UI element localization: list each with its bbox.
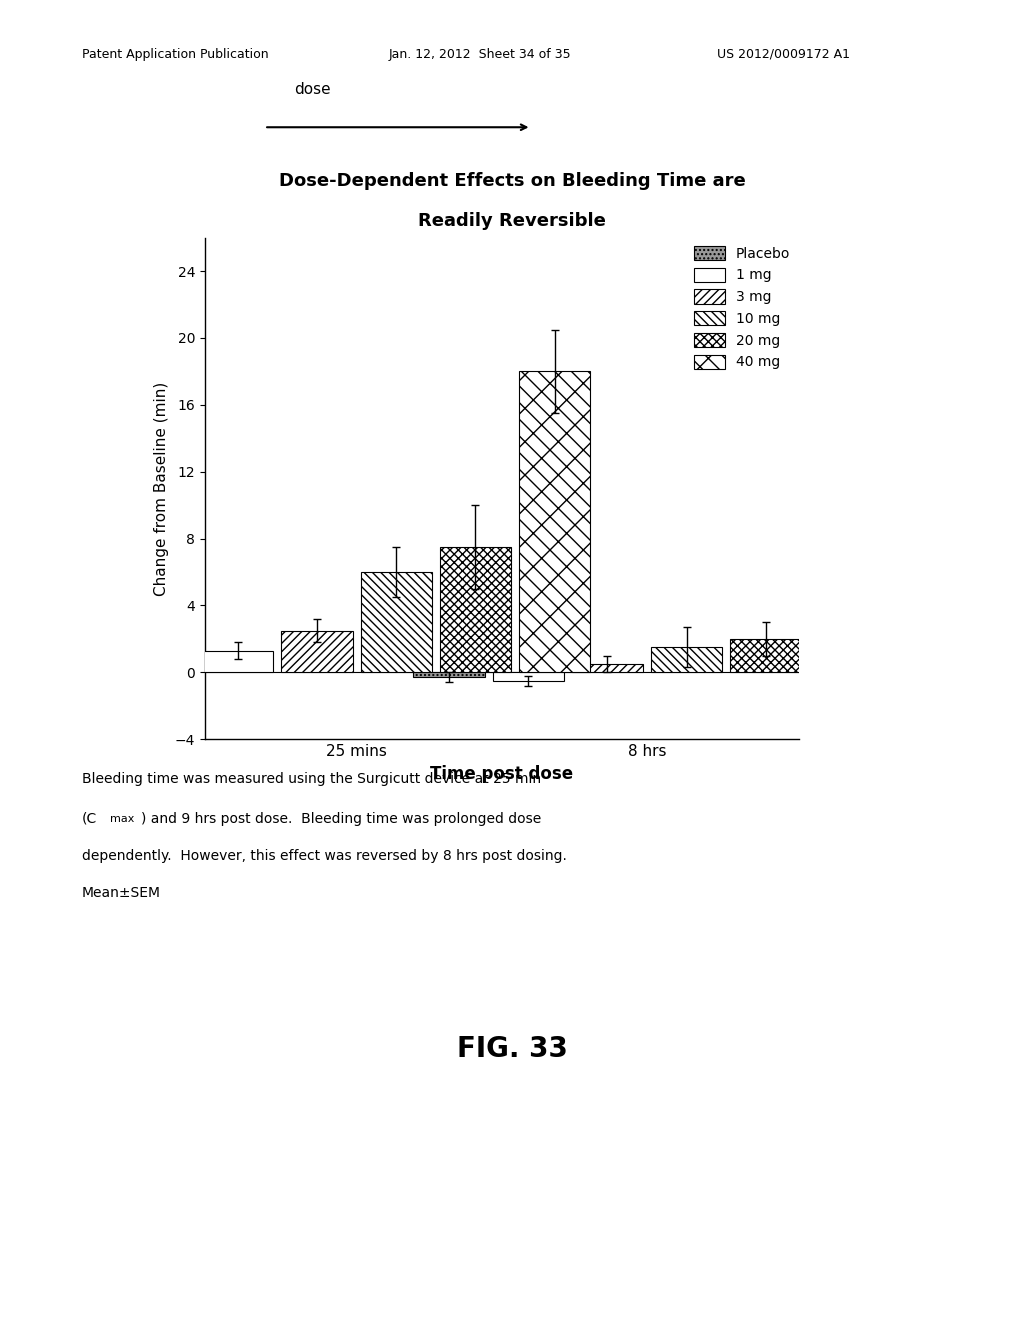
X-axis label: Time post dose: Time post dose xyxy=(430,764,573,783)
Text: Bleeding time was measured using the Surgicutt device at 25 min: Bleeding time was measured using the Sur… xyxy=(82,772,541,787)
Bar xyxy=(414,672,484,677)
Bar xyxy=(571,664,643,672)
Text: Jan. 12, 2012  Sheet 34 of 35: Jan. 12, 2012 Sheet 34 of 35 xyxy=(389,48,571,61)
Bar xyxy=(651,647,722,672)
Text: US 2012/0009172 A1: US 2012/0009172 A1 xyxy=(717,48,850,61)
Bar xyxy=(730,639,802,672)
Bar xyxy=(360,572,432,672)
Text: dependently.  However, this effect was reversed by 8 hrs post dosing.: dependently. However, this effect was re… xyxy=(82,849,567,863)
Text: Mean±SEM: Mean±SEM xyxy=(82,886,161,900)
Legend: Placebo, 1 mg, 3 mg, 10 mg, 20 mg, 40 mg: Placebo, 1 mg, 3 mg, 10 mg, 20 mg, 40 mg xyxy=(689,240,796,375)
Text: (C: (C xyxy=(82,812,97,826)
Y-axis label: Change from Baseline (min): Change from Baseline (min) xyxy=(155,381,169,595)
Text: Readily Reversible: Readily Reversible xyxy=(418,211,606,230)
Bar xyxy=(809,647,881,672)
Bar xyxy=(202,651,273,672)
Text: FIG. 33: FIG. 33 xyxy=(457,1035,567,1063)
Bar xyxy=(519,371,590,672)
Bar xyxy=(439,546,511,672)
Text: dose: dose xyxy=(294,82,331,98)
Bar xyxy=(493,672,564,681)
Text: ) and 9 hrs post dose.  Bleeding time was prolonged dose: ) and 9 hrs post dose. Bleeding time was… xyxy=(141,812,542,826)
Text: max: max xyxy=(110,814,134,825)
Bar xyxy=(123,665,195,672)
Text: Dose-Dependent Effects on Bleeding Time are: Dose-Dependent Effects on Bleeding Time … xyxy=(279,172,745,190)
Text: Patent Application Publication: Patent Application Publication xyxy=(82,48,268,61)
Bar xyxy=(282,631,352,672)
